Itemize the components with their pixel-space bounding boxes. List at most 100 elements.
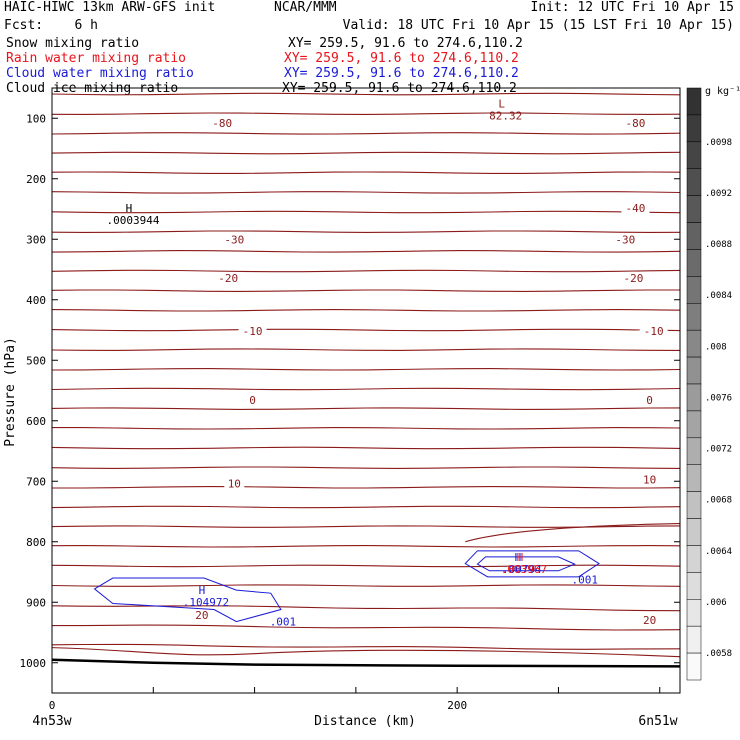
- isotherm-label: 0: [646, 394, 653, 407]
- colorbar-swatch: [686, 329, 702, 358]
- legend-cloud-water-xy: XY= 259.5, 91.6 to 274.6,110.2: [284, 66, 519, 81]
- isotherm-label-bg: [611, 233, 640, 246]
- isotherm-line: [51, 92, 681, 96]
- extremum-value: 82.32: [489, 109, 522, 122]
- extremum-symbol: H: [199, 584, 206, 597]
- isotherm-label-bg: [238, 325, 267, 338]
- isotherm-line: [51, 605, 681, 612]
- isotherm-label-bg: [208, 117, 237, 130]
- isotherm-line: [51, 466, 681, 469]
- isotherm-line: [51, 564, 681, 568]
- plot-frame: [51, 87, 681, 694]
- left-end-label: 4n53w: [32, 714, 71, 729]
- isotherm-label: -80: [212, 117, 232, 130]
- colorbar-tick-label: .0068: [705, 496, 732, 506]
- isotherm-label: -30: [615, 233, 635, 246]
- isotherm-label: -30: [224, 233, 244, 246]
- y-tick-label: 300: [26, 233, 46, 246]
- y-tick-label: 400: [26, 294, 46, 307]
- isotherm-label: 10: [643, 473, 656, 486]
- colorbar-tick-label: .0098: [705, 138, 732, 148]
- colorbar-swatch: [686, 168, 702, 196]
- isotherm-label: 20: [195, 609, 208, 622]
- isotherm-label-bg: [621, 117, 650, 130]
- isotherm-label-bg: [619, 271, 648, 284]
- legend-rain-xy: XY= 259.5, 91.6 to 274.6,110.2: [284, 51, 519, 66]
- colorbar-swatch: [686, 195, 702, 223]
- cloud-water-label: .001: [572, 573, 599, 586]
- cloud-water-contour: [464, 550, 600, 578]
- isotherm-label: -10: [644, 325, 664, 338]
- isotherm-label: 0: [249, 394, 256, 407]
- colorbar-swatch: [686, 410, 702, 439]
- isotherm-line: [51, 545, 681, 548]
- x-axis-label: Distance (km): [314, 714, 416, 729]
- colorbar-swatch: [686, 114, 702, 143]
- cloud-water-contours: .001 .001: [93, 550, 600, 629]
- colorbar-swatch: [686, 572, 702, 600]
- isotherm-label-bg: [191, 608, 212, 621]
- y-tick-label: 900: [26, 596, 46, 609]
- isotherm-line: [51, 505, 681, 509]
- isotherm-line: [51, 269, 681, 273]
- isotherm-line: [51, 151, 681, 155]
- isotherm-label: -20: [218, 272, 238, 285]
- y-tick-label: 800: [26, 536, 46, 549]
- isotherm-line: [51, 230, 681, 233]
- isotherm-line: [52, 427, 681, 430]
- isotherm-line: [51, 647, 681, 658]
- colorbar-tick-label: .0072: [705, 445, 732, 455]
- colorbar-swatch: [686, 652, 702, 681]
- colorbar-tick-label: .008: [705, 342, 727, 352]
- y-tick-label: 200: [26, 173, 46, 186]
- colorbar-swatch: [686, 222, 702, 250]
- y-axis-label: Pressure (hPa): [3, 337, 18, 447]
- extremum-symbol: L: [498, 97, 505, 110]
- colorbar-swatch: [686, 518, 702, 546]
- isotherm-line: [51, 250, 681, 253]
- colorbar-swatch: [686, 599, 702, 627]
- colorbar: .0098 .0092 .0088 .0084 .008 .0076 .0072 .0068.…: [686, 87, 732, 681]
- colorbar-swatch: [686, 303, 702, 331]
- right-end-label: 6n51w: [638, 714, 677, 729]
- isotherm-line: [51, 328, 681, 332]
- isotherm-line: [51, 132, 681, 135]
- isotherm-line: [52, 624, 681, 631]
- extremum-value: .0003944: [106, 214, 159, 227]
- isotherm-label-bg: [621, 201, 650, 214]
- cloud-water-contour: [476, 556, 576, 572]
- extremum-symbol: H: [515, 551, 522, 564]
- extremum-value: .00794: [502, 563, 542, 576]
- isotherm-line: [51, 171, 681, 174]
- y-tick-label: 100: [26, 112, 46, 125]
- colorbar-tick-label: .0084: [705, 291, 732, 301]
- colorbar-swatch: [686, 87, 702, 116]
- colorbar-swatch: [686, 437, 702, 465]
- extremum-symbol: H: [126, 202, 133, 215]
- isotherm-label-bg: [246, 394, 259, 407]
- x-tick-label: 0: [49, 699, 56, 712]
- isotherm-line: [51, 643, 681, 650]
- colorbar-swatch: [686, 249, 702, 277]
- legend-cloud-water-label: Cloud water mixing ratio: [6, 66, 194, 81]
- colorbar-swatch: [686, 545, 702, 573]
- isotherm-line: [465, 523, 681, 543]
- y-tick-label: 600: [26, 415, 46, 428]
- x-tick-label: 200: [447, 699, 467, 712]
- isotherm-line: [51, 368, 681, 371]
- isotherm-line: [51, 407, 681, 410]
- isotherm-line: [51, 191, 681, 194]
- isotherm-line: [51, 584, 681, 587]
- colorbar-swatch: [686, 356, 702, 385]
- legend-snow-label: Snow mixing ratio: [6, 36, 140, 51]
- colorbar-tick-label: .0088: [705, 240, 732, 250]
- isotherm-line: [51, 387, 681, 391]
- title-forecast: Fcst: 6 h: [4, 18, 98, 33]
- isotherm-contours: -80 -80 -40 -30 -30 -20 -20 -10 -10 0 0 10 10 20 20: [51, 92, 681, 668]
- legend-snow-xy: XY= 259.5, 91.6 to 274.6,110.2: [288, 36, 523, 51]
- colorbar-tick-label: .0064: [705, 547, 732, 557]
- isotherm-line: [51, 289, 680, 292]
